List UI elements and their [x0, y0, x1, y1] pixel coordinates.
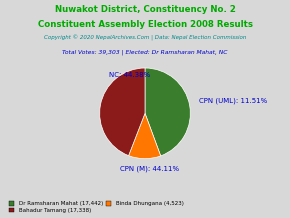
Text: Constituent Assembly Election 2008 Results: Constituent Assembly Election 2008 Resul… — [37, 20, 253, 29]
Text: NC: 44.38%: NC: 44.38% — [108, 72, 150, 78]
Legend: Dr Ramsharan Mahat (17,442), Bahadur Tamang (17,338), Binda Dhungana (4,523): Dr Ramsharan Mahat (17,442), Bahadur Tam… — [9, 201, 184, 213]
Text: CPN (UML): 11.51%: CPN (UML): 11.51% — [199, 97, 267, 104]
Wedge shape — [100, 68, 145, 156]
Wedge shape — [145, 68, 190, 156]
Text: CPN (M): 44.11%: CPN (M): 44.11% — [120, 165, 179, 172]
Wedge shape — [128, 113, 161, 159]
Text: Nuwakot District, Constituency No. 2: Nuwakot District, Constituency No. 2 — [55, 5, 235, 14]
Text: Copyright © 2020 NepalArchives.Com | Data: Nepal Election Commission: Copyright © 2020 NepalArchives.Com | Dat… — [44, 35, 246, 41]
Text: Total Votes: 39,303 | Elected: Dr Ramsharan Mahat, NC: Total Votes: 39,303 | Elected: Dr Ramsha… — [62, 49, 228, 54]
